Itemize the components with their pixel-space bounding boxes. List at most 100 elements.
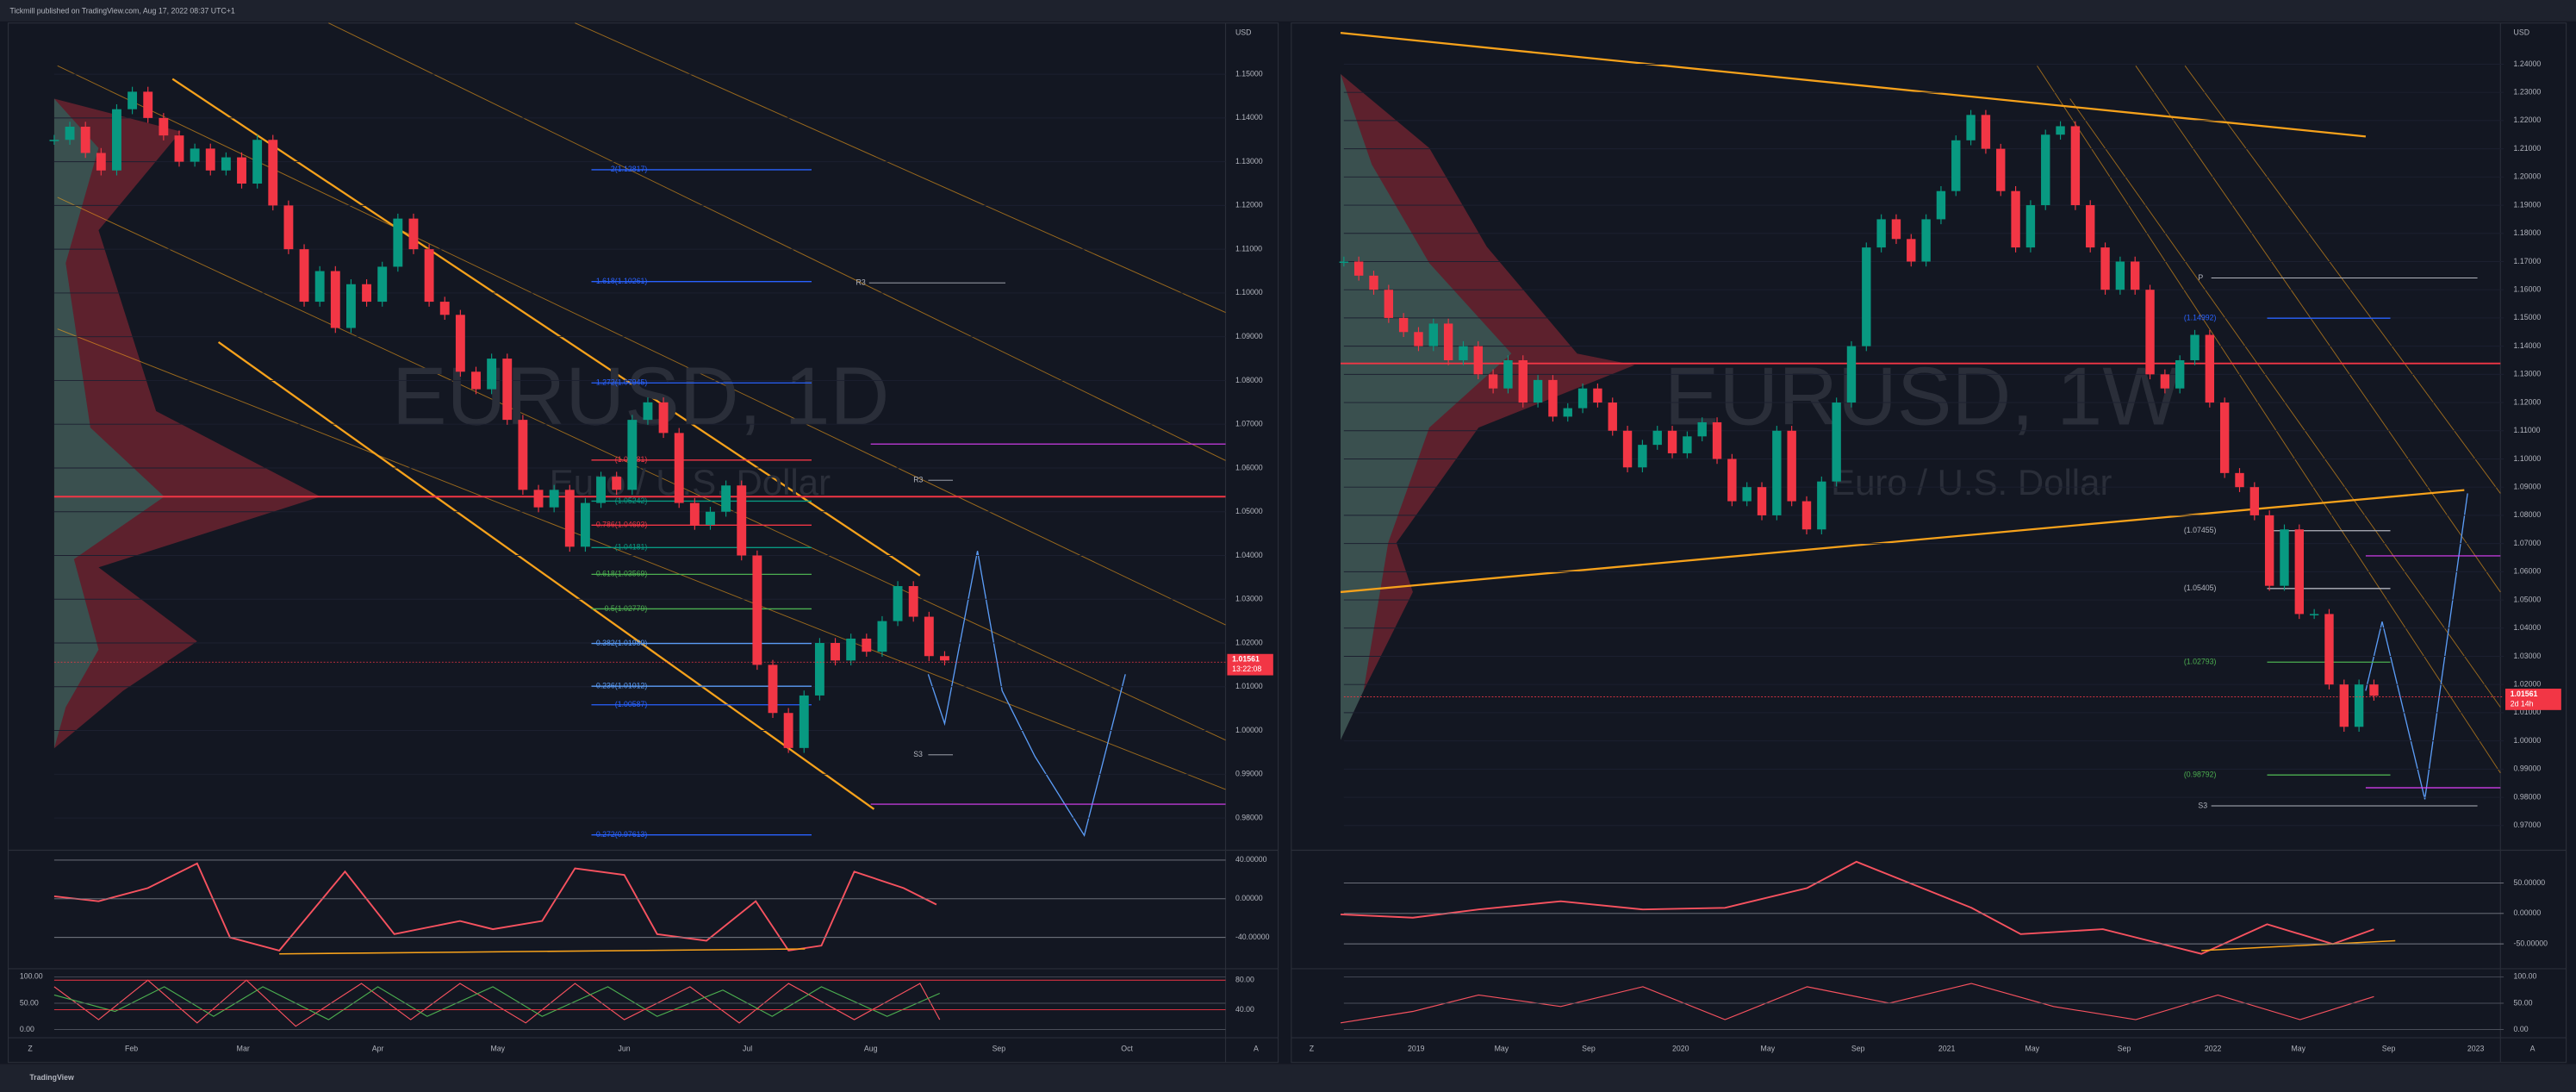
- candle: [424, 249, 434, 303]
- osc-tick-label: -40.00000: [1235, 933, 1270, 941]
- osc-tick-label: 0.00000: [2514, 908, 2542, 917]
- candle: [1548, 379, 1558, 417]
- volume-profile: [1341, 73, 1635, 740]
- fib-label: 1.618(1.10261): [596, 277, 648, 285]
- candle: [2219, 402, 2230, 473]
- y-tick-label: 0.98000: [1235, 813, 1263, 821]
- candle: [1339, 261, 1349, 264]
- x-tick-label: Oct: [1121, 1045, 1133, 1053]
- header-text: Tickmill published on TradingView.com, A…: [9, 7, 234, 16]
- x-tick-label: Sep: [1851, 1045, 1865, 1053]
- candle: [1622, 430, 1633, 468]
- candle: [65, 127, 75, 140]
- fib-label: (1.14992): [2184, 313, 2217, 321]
- last-price-badge: [1227, 653, 1273, 676]
- candle: [1981, 115, 1991, 149]
- y-tick-label: 0.99000: [1235, 770, 1263, 778]
- candle: [643, 402, 653, 421]
- candle: [268, 140, 278, 206]
- candle: [846, 638, 856, 661]
- watermark: EURUSD, 1W: [1664, 352, 2181, 443]
- axis-button[interactable]: Z: [28, 1045, 33, 1053]
- candle: [862, 638, 872, 652]
- candle: [252, 140, 263, 184]
- candle: [1846, 346, 1857, 403]
- candle: [1414, 332, 1423, 346]
- x-tick-label: May: [2025, 1045, 2040, 1053]
- y-tick-label: 1.12000: [2514, 397, 2542, 406]
- y-tick-label: 1.07000: [2514, 539, 2542, 547]
- candle: [2309, 614, 2319, 615]
- candle: [1593, 388, 1602, 403]
- y-tick-label: 1.03000: [1235, 595, 1263, 603]
- candle: [1503, 359, 1513, 389]
- fib-label: 0.236(1.01012): [596, 681, 648, 690]
- y-tick-label: 1.02000: [1235, 638, 1263, 646]
- candle: [2339, 684, 2349, 727]
- y-tick-label: 1.02000: [2514, 680, 2542, 689]
- x-tick-label: May: [491, 1045, 506, 1053]
- candle: [362, 284, 372, 303]
- candle: [1951, 140, 1961, 191]
- candle: [1369, 275, 1378, 290]
- x-tick-label: Feb: [125, 1045, 138, 1053]
- candle: [487, 359, 497, 390]
- y-tick-label: 1.07000: [1235, 420, 1263, 428]
- y-tick-label: 1.08000: [1235, 376, 1263, 384]
- candle: [674, 433, 684, 503]
- candle: [143, 91, 153, 118]
- candle: [768, 665, 778, 714]
- osc-tick-label: 80.00: [1235, 976, 1254, 984]
- candle: [502, 359, 513, 421]
- y-tick-label: 1.05000: [1235, 507, 1263, 515]
- y-tick-label: 1.05000: [2514, 595, 2542, 603]
- candle: [2070, 126, 2081, 206]
- y-tick-label: 1.06000: [2514, 567, 2542, 576]
- watermark: EURUSD, 1D: [392, 352, 889, 443]
- stochastic: [53, 986, 940, 1020]
- fib-label: (0.98792): [2184, 770, 2217, 778]
- candle: [721, 485, 731, 512]
- candle: [1459, 346, 1468, 360]
- fib-label: 0.382(1.01989): [596, 639, 648, 647]
- fib-label: 1.272(1.07945): [596, 378, 648, 387]
- fib-label: (1.04181): [615, 543, 648, 552]
- last-price-badge: [2505, 689, 2561, 710]
- candle: [96, 153, 106, 171]
- currency: USD: [1235, 28, 1252, 36]
- y-tick-label: 1.13000: [1235, 157, 1263, 165]
- candle: [1697, 421, 1707, 437]
- candle: [205, 148, 215, 171]
- x-tick-label: May: [1495, 1045, 1509, 1053]
- candle: [2235, 472, 2244, 488]
- x-tick-label: 2023: [2467, 1045, 2485, 1053]
- candle: [2025, 205, 2036, 248]
- y-tick-label: 0.97000: [2514, 821, 2542, 829]
- candle: [190, 148, 200, 162]
- candle: [1518, 359, 1528, 403]
- axis-button[interactable]: A: [1254, 1045, 1259, 1053]
- candle: [2205, 334, 2215, 403]
- candle: [1712, 421, 1722, 459]
- osc-tick-label: 50.00: [20, 998, 39, 1007]
- candle: [2294, 529, 2305, 615]
- candle: [2369, 684, 2379, 696]
- volume-profile: [53, 98, 165, 749]
- pivot-label: P: [2198, 273, 2203, 282]
- candle: [128, 91, 138, 109]
- axis-button[interactable]: Z: [1310, 1045, 1315, 1053]
- y-tick-label: 1.14000: [1235, 113, 1263, 122]
- axis-button[interactable]: A: [2530, 1045, 2536, 1053]
- brand: TradingView: [29, 1073, 74, 1082]
- candle: [1907, 239, 1916, 262]
- candle: [706, 511, 715, 525]
- candle: [627, 420, 638, 490]
- x-tick-label: 2019: [1408, 1045, 1425, 1053]
- candle: [393, 218, 403, 267]
- candle: [2280, 529, 2289, 586]
- x-tick-label: Mar: [237, 1045, 250, 1053]
- candle: [2249, 487, 2260, 515]
- x-tick-label: 2021: [1938, 1045, 1956, 1053]
- y-tick-label: 1.04000: [2514, 623, 2542, 632]
